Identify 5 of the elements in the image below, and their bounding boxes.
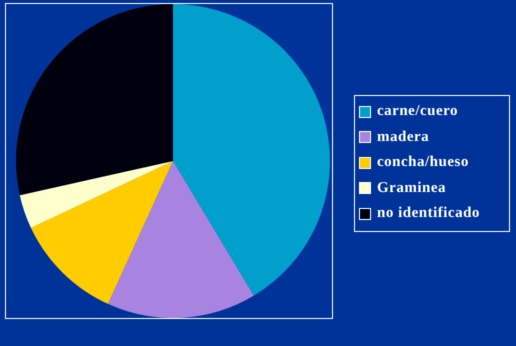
legend-label: Graminea xyxy=(377,180,446,197)
legend-label: carne/cuero xyxy=(377,103,458,120)
legend-label: madera xyxy=(377,128,430,146)
legend-label: concha/hueso xyxy=(377,154,469,172)
legend-label: no identificado xyxy=(377,205,480,222)
